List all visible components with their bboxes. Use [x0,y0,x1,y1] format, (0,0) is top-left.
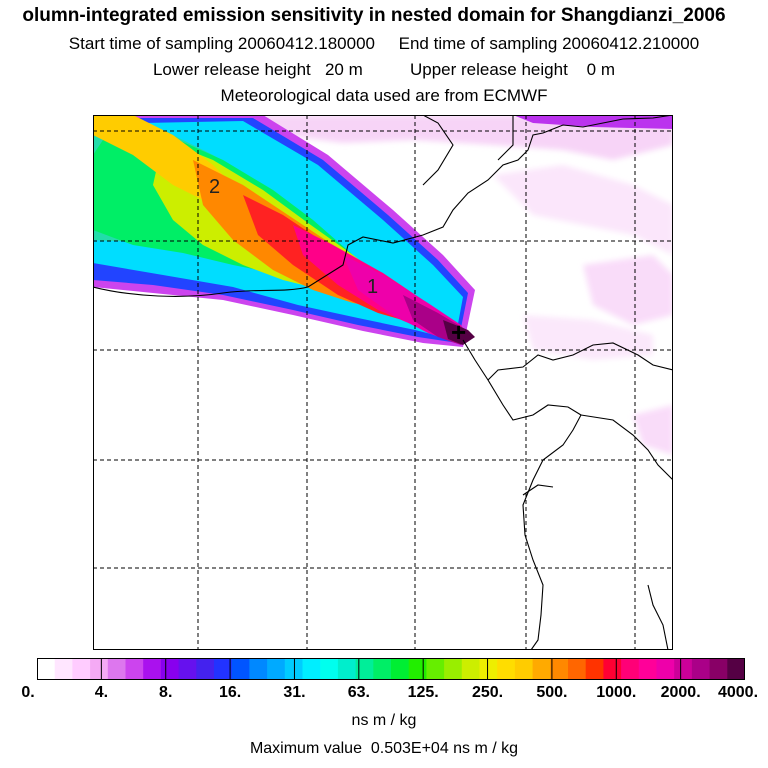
colorbar-segment [320,658,339,680]
colorbar-segment [408,658,427,680]
plot-title: olumn-integrated emission sensitivity in… [22,5,726,26]
colorbar-segment [214,658,233,680]
map-frame [93,115,673,650]
colorbar-segment [284,658,303,680]
colorbar-tick-label: 4. [94,684,109,701]
colorbar-segment [302,658,321,680]
emission-sensitivity-map: 2 1 + [93,115,673,650]
sampling-time-line: Start time of sampling 20060412.180000 E… [68,34,700,53]
colorbar-segment [638,658,657,680]
colorbar-segment [674,658,693,680]
colorbar-segment [532,658,551,680]
colorbar-segment [160,658,180,680]
lat-lon-grid [93,115,673,650]
colorbar-segment [267,658,286,680]
colorbar-segment [603,658,622,680]
colorbar-segment [691,658,711,680]
colorbar-tick-label: 250. [471,684,504,701]
receptor-site-marker: + [451,317,466,347]
colorbar-segment [231,658,250,680]
colorbar-unit-label: ns m / kg [351,712,417,729]
colorbar-tick-label: 63. [347,684,370,701]
colorbar-segment [497,658,516,680]
colorbar-segment [37,658,56,680]
colorbar-segment [249,658,268,680]
colorbar-tick-label: 0. [21,684,35,701]
colorbar-segment [373,658,392,680]
colorbar-segment [568,658,587,680]
colorbar-tick-label: 1000. [596,684,637,701]
plume-label-2: 2 [209,176,220,198]
colorbar-segment [143,658,162,680]
colorbar-segment [391,658,410,680]
colorbar-segment [479,658,498,680]
colorbar-tick-label: 125. [407,684,439,701]
maximum-value-note: Maximum value 0.503E+04 ns m / kg [249,740,519,757]
colorbar-segment [178,658,197,680]
colorbar-segment [107,658,126,680]
release-height-line: Lower release height 20 m Upper release … [152,60,616,79]
colorbar-tick-label: 16. [218,684,242,701]
colorbar-segment [337,658,357,680]
meteorological-data-line: Meteorological data used are from ECMWF [220,86,548,105]
colorbar-tick-label: 8. [159,684,173,701]
colorbar-segment [585,658,604,680]
emission-plume [93,115,475,347]
colorbar-segment [461,658,480,680]
colorbar-segment [444,658,463,680]
colorbar-segment [709,658,728,680]
colorbar-segment [727,658,745,680]
colorbar-segment [656,658,675,680]
colorbar-segment [621,658,640,680]
colorbar-segment [54,658,73,680]
colorbar-segment [72,658,91,680]
colorbar-segment [426,658,445,680]
colorbar-segment [514,658,534,680]
colorbar-segment [125,658,144,680]
coastlines [93,115,673,650]
colorbar-tick-label: 2000. [660,684,701,701]
colorbar [37,658,745,680]
colorbar-segment [90,658,109,680]
colorbar-segment [550,658,569,680]
colorbar-tick-label: 31. [283,684,306,701]
colorbar-tick-label: 500. [536,684,568,701]
colorbar-border [37,658,745,680]
colorbar-segment [355,658,374,680]
plume-label-1: 1 [367,276,378,298]
colorbar-tick-label: 4000. [717,684,759,701]
colorbar-segment [196,658,215,680]
